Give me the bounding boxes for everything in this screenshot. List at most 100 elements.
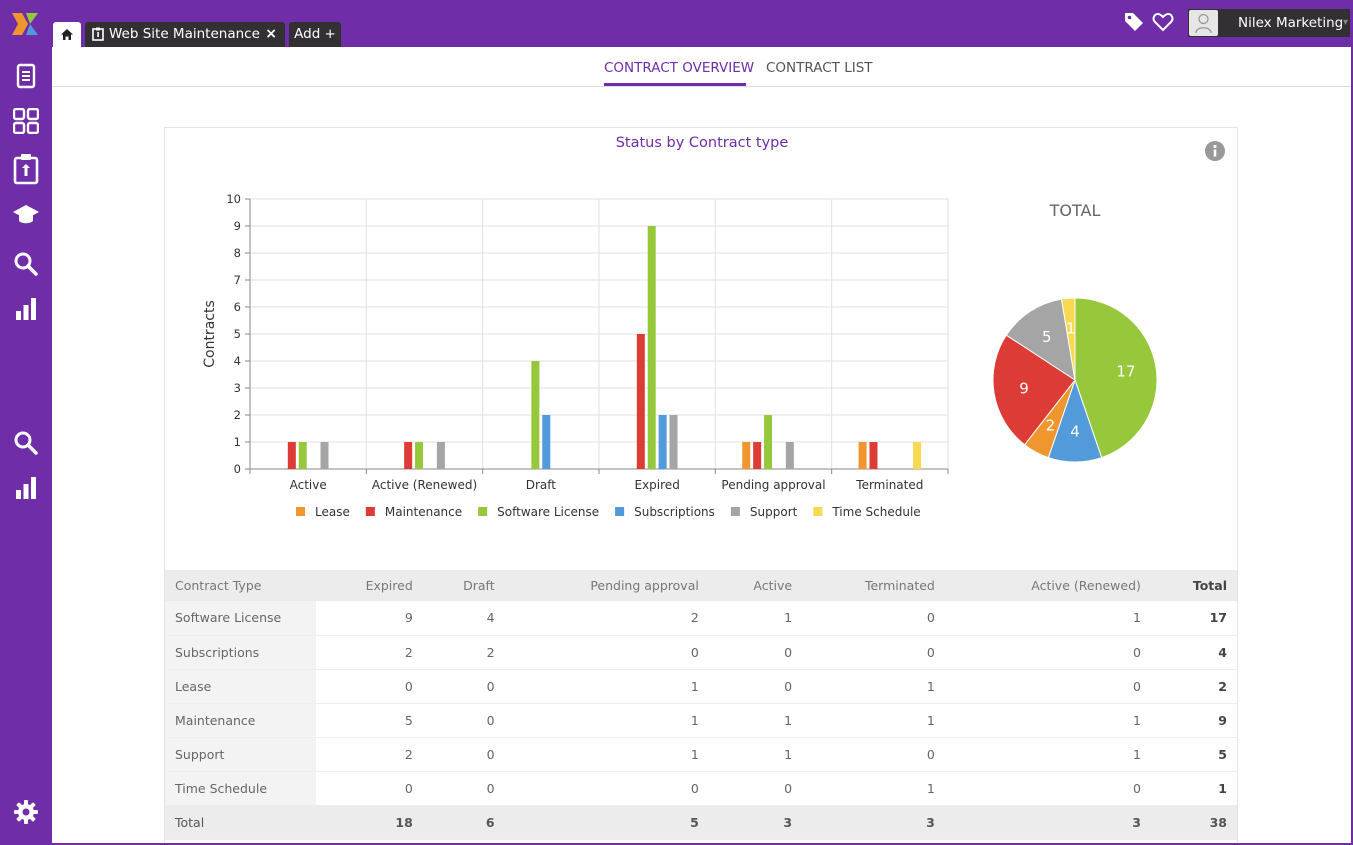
table-cell: 0: [802, 601, 945, 636]
table-cell: 2: [316, 635, 423, 670]
table-cell: 9: [1150, 703, 1237, 738]
table-cell: 4: [1150, 635, 1237, 670]
table-cell: 5: [316, 703, 423, 738]
table-cell: Time Schedule: [165, 771, 316, 806]
contract-nav: CONTRACT OVERVIEW CONTRACT LIST: [52, 47, 1351, 87]
table-cell: 1: [504, 737, 709, 772]
user-icon: [1195, 13, 1212, 34]
tab-home[interactable]: [53, 22, 81, 47]
table-cell: 9: [316, 601, 423, 636]
avatar: [1189, 10, 1218, 36]
top-bar: Web Site Maintenance × Add + Nilex Marke…: [0, 0, 1353, 47]
table-cell: 38: [1150, 805, 1237, 840]
table-cell: 0: [802, 635, 945, 670]
table-cell: 1: [944, 601, 1151, 636]
heart-icon[interactable]: [1152, 12, 1174, 32]
table-cell: 0: [422, 669, 505, 704]
table-cell: 0: [708, 635, 803, 670]
column-header: Pending approval: [504, 570, 709, 601]
table-cell: 0: [504, 635, 709, 670]
active-tab-indicator: [604, 83, 746, 86]
tab-web-site-maintenance[interactable]: Web Site Maintenance ×: [85, 22, 285, 47]
bar-chart-icon[interactable]: [13, 296, 39, 322]
table-row: Support 2 0 1 1 0 1 5: [165, 737, 1237, 772]
table-cell: Total: [165, 805, 316, 840]
table-cell: Lease: [165, 669, 316, 704]
table-cell: 3: [944, 805, 1151, 840]
table-cell: 0: [316, 771, 423, 806]
table-cell: Support: [165, 737, 316, 772]
table-header-row: Contract Type Expired Draft Pending approva…: [165, 570, 1237, 601]
close-icon[interactable]: ×: [265, 26, 277, 42]
add-tab-button[interactable]: Add +: [289, 22, 341, 47]
contract-table: Contract Type Expired Draft Pending approva…: [165, 570, 1237, 840]
table-cell: 0: [422, 703, 505, 738]
table-row: Subscriptions 2 2 0 0 0 0 4: [165, 635, 1237, 670]
table-cell: 1: [708, 737, 803, 772]
tag-icon[interactable]: [1123, 11, 1145, 33]
table-cell: 1: [802, 771, 945, 806]
tab-contract-overview[interactable]: CONTRACT OVERVIEW: [604, 60, 755, 76]
user-name: Nilex Marketing: [1238, 15, 1344, 31]
table-cell: 3: [708, 805, 803, 840]
column-header: Terminated: [802, 570, 945, 601]
home-icon: [61, 29, 73, 40]
graduation-cap-icon[interactable]: [13, 202, 39, 228]
table-cell: 6: [422, 805, 505, 840]
table-row: Software License 9 4 2 1 0 1 17: [165, 601, 1237, 636]
table-cell: 1: [708, 601, 803, 636]
table-cell: 0: [708, 669, 803, 704]
gear-icon[interactable]: [13, 799, 39, 825]
column-header: Draft: [422, 570, 505, 601]
table-cell: 18: [316, 805, 423, 840]
document-icon[interactable]: [13, 63, 39, 89]
table-cell: 0: [802, 737, 945, 772]
column-header: Active (Renewed): [944, 570, 1151, 601]
table-cell: 0: [422, 737, 505, 772]
table-cell: 1: [944, 703, 1151, 738]
table-cell: 1: [944, 737, 1151, 772]
table-cell: 17: [1150, 601, 1237, 636]
column-header: Expired: [316, 570, 423, 601]
nilex-logo[interactable]: [10, 11, 40, 37]
table-cell: 2: [316, 737, 423, 772]
clipboard-icon[interactable]: [13, 153, 39, 185]
table-cell: Maintenance: [165, 703, 316, 738]
table-cell: 4: [422, 601, 505, 636]
table-cell: 1: [504, 669, 709, 704]
table-cell: Software License: [165, 601, 316, 636]
user-menu[interactable]: Nilex Marketing ▾: [1188, 9, 1350, 37]
table-cell: 0: [944, 635, 1151, 670]
table-cell: 5: [504, 805, 709, 840]
search-icon[interactable]: [13, 430, 39, 456]
search-icon[interactable]: [13, 251, 39, 277]
table-cell: 1: [802, 703, 945, 738]
table-cell: 0: [422, 771, 505, 806]
sidebar: [0, 47, 52, 845]
table-cell: 1: [1150, 771, 1237, 806]
table-cell: 0: [944, 771, 1151, 806]
table-cell: 3: [802, 805, 945, 840]
table-cell: 2: [422, 635, 505, 670]
table-row: Lease 0 0 1 0 1 0 2: [165, 669, 1237, 704]
dashboard-icon[interactable]: [13, 108, 39, 134]
table-row: Time Schedule 0 0 0 0 1 0 1: [165, 771, 1237, 806]
clipboard-icon: [92, 27, 104, 41]
table-cell: 1: [504, 703, 709, 738]
chart-title: Status by Contract type: [615, 135, 789, 151]
table-cell: Subscriptions: [165, 635, 316, 670]
tab-contract-list[interactable]: CONTRACT LIST: [766, 60, 873, 76]
table-cell: 2: [1150, 669, 1237, 704]
tab-label: Web Site Maintenance: [109, 26, 260, 42]
table-cell: 1: [708, 703, 803, 738]
table-cell: 2: [504, 601, 709, 636]
column-header: Active: [708, 570, 803, 601]
table-cell: 0: [944, 669, 1151, 704]
bar-chart-icon[interactable]: [13, 475, 39, 501]
table-cell: 1: [802, 669, 945, 704]
table-cell: 0: [504, 771, 709, 806]
table-cell: 0: [708, 771, 803, 806]
table-cell: 0: [316, 669, 423, 704]
info-icon[interactable]: [1205, 141, 1225, 161]
